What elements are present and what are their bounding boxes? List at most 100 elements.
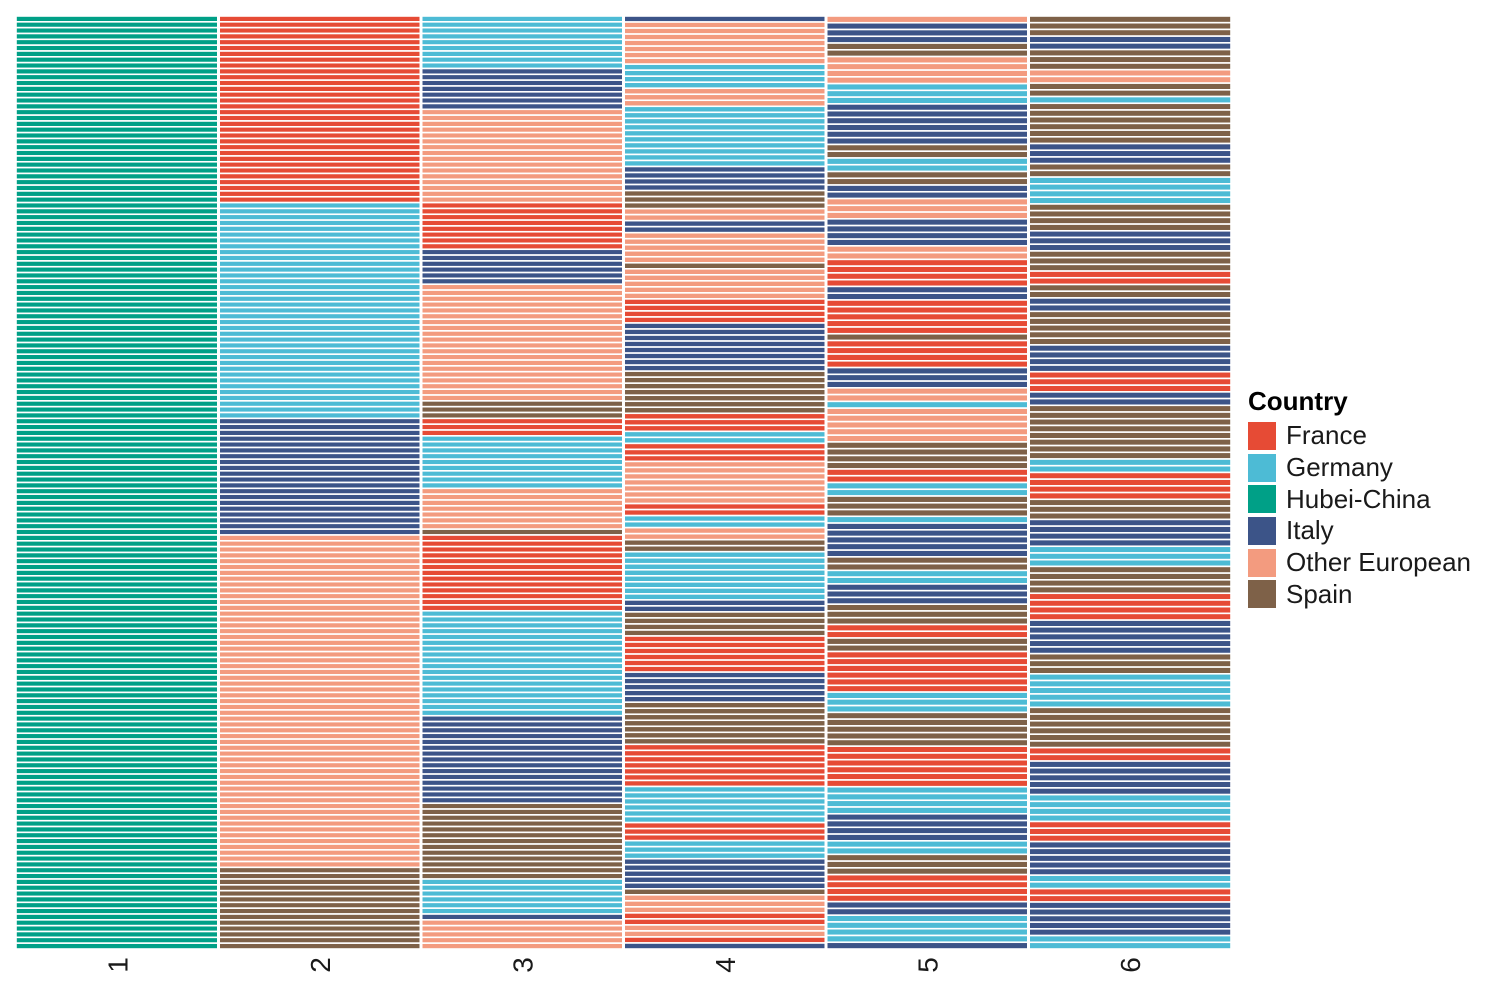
heatmap-tile — [420, 137, 625, 146]
heatmap-tile — [15, 802, 220, 810]
heatmap-tile — [622, 767, 827, 776]
heatmap-tile — [622, 707, 827, 716]
heatmap-tile — [622, 574, 827, 583]
heatmap-tile — [825, 569, 1030, 578]
heatmap-tile — [622, 430, 827, 439]
heatmap-tile — [217, 470, 422, 478]
heatmap-tile — [622, 135, 827, 144]
heatmap-tile — [15, 242, 220, 251]
heatmap-tile — [15, 91, 220, 99]
heatmap-tile — [420, 265, 625, 274]
heatmap-tile — [622, 304, 827, 312]
heatmap-tile — [1027, 142, 1232, 152]
heatmap-tile — [217, 353, 422, 361]
heatmap-tile — [825, 123, 1030, 132]
heatmap-tile — [1027, 62, 1232, 71]
heatmap-tile — [217, 837, 422, 845]
heatmap-tile — [15, 260, 220, 268]
heatmap-tile — [825, 258, 1030, 267]
heatmap-tile — [420, 586, 625, 595]
heatmap-tile — [622, 286, 827, 294]
heatmap-tile — [622, 496, 827, 505]
heatmap-tile — [622, 261, 827, 270]
heatmap-tile — [1027, 787, 1232, 796]
heatmap-tile — [622, 454, 827, 463]
heatmap-tile — [825, 488, 1030, 497]
heatmap-tile — [1027, 122, 1232, 131]
heatmap-tile — [15, 190, 220, 198]
heatmap-tile — [622, 562, 827, 571]
heatmap-tile — [217, 644, 422, 653]
heatmap-tile — [217, 56, 422, 64]
heatmap-tile — [420, 505, 625, 513]
heatmap-tile — [217, 691, 422, 700]
heatmap-tile — [15, 207, 220, 216]
heatmap-tile — [420, 61, 625, 70]
heatmap-tile — [420, 615, 625, 624]
heatmap-tile — [825, 407, 1030, 416]
heatmap-tile — [1027, 719, 1232, 729]
heatmap-tile — [420, 843, 625, 851]
heatmap-tile — [420, 790, 625, 799]
heatmap-tile — [1027, 713, 1232, 722]
heatmap-tile — [217, 557, 422, 565]
heatmap-tile — [217, 330, 422, 338]
heatmap-tile — [217, 563, 422, 571]
heatmap-tile — [217, 749, 422, 758]
heatmap-tile — [15, 429, 220, 437]
heatmap-tile — [15, 574, 220, 583]
heatmap-tile — [15, 475, 220, 484]
heatmap-tile — [217, 773, 422, 781]
heatmap-tile — [825, 556, 1030, 565]
heatmap-tile — [217, 201, 422, 210]
heatmap-tile — [825, 907, 1030, 916]
heatmap-tile — [217, 85, 422, 93]
heatmap-tile — [1027, 364, 1232, 373]
heatmap-tile — [1027, 310, 1232, 319]
heatmap-tile — [15, 184, 220, 192]
heatmap-tile — [622, 833, 827, 842]
legend-swatch-italy — [1248, 516, 1276, 545]
heatmap-tile — [15, 96, 220, 105]
legend-swatch-spain — [1248, 580, 1276, 609]
heatmap-tile — [1027, 42, 1232, 51]
heatmap-tile — [15, 924, 220, 933]
heatmap-tile — [420, 889, 625, 898]
heatmap-tile — [420, 901, 625, 909]
heatmap-tile — [420, 551, 625, 560]
heatmap-tile — [825, 332, 1030, 342]
heatmap-tile — [420, 598, 625, 606]
heatmap-tile — [420, 668, 625, 676]
heatmap-tile — [622, 737, 827, 746]
heatmap-tile — [15, 872, 220, 880]
heatmap-tile — [1027, 283, 1232, 293]
heatmap-tile — [622, 39, 827, 47]
heatmap-tile — [217, 814, 422, 822]
heatmap-tile — [420, 627, 625, 635]
heatmap-tile — [420, 470, 625, 478]
heatmap-tile — [217, 230, 422, 239]
heatmap-tile — [420, 580, 625, 589]
heatmap-tile — [825, 326, 1030, 335]
heatmap-tile — [622, 653, 827, 661]
heatmap-tile — [825, 35, 1030, 44]
heatmap-tile — [825, 427, 1030, 436]
heatmap-tile — [15, 784, 220, 793]
heatmap-tile — [217, 155, 422, 163]
heatmap-tile — [622, 207, 827, 216]
heatmap-tile — [622, 635, 827, 643]
heatmap-tile — [15, 195, 220, 204]
heatmap-tile — [217, 609, 422, 618]
heatmap-tile — [15, 540, 220, 548]
heatmap-tile — [622, 857, 827, 866]
heatmap-tile — [622, 478, 827, 487]
heatmap-tile — [217, 569, 422, 577]
heatmap-tile — [825, 752, 1030, 761]
heatmap-tile — [420, 429, 625, 437]
heatmap-tile — [420, 685, 625, 694]
heatmap-tile — [217, 32, 422, 41]
heatmap-tile — [825, 549, 1030, 558]
heatmap-tile — [217, 440, 422, 449]
heatmap-tile — [1027, 928, 1232, 937]
heatmap-tile — [15, 563, 220, 571]
